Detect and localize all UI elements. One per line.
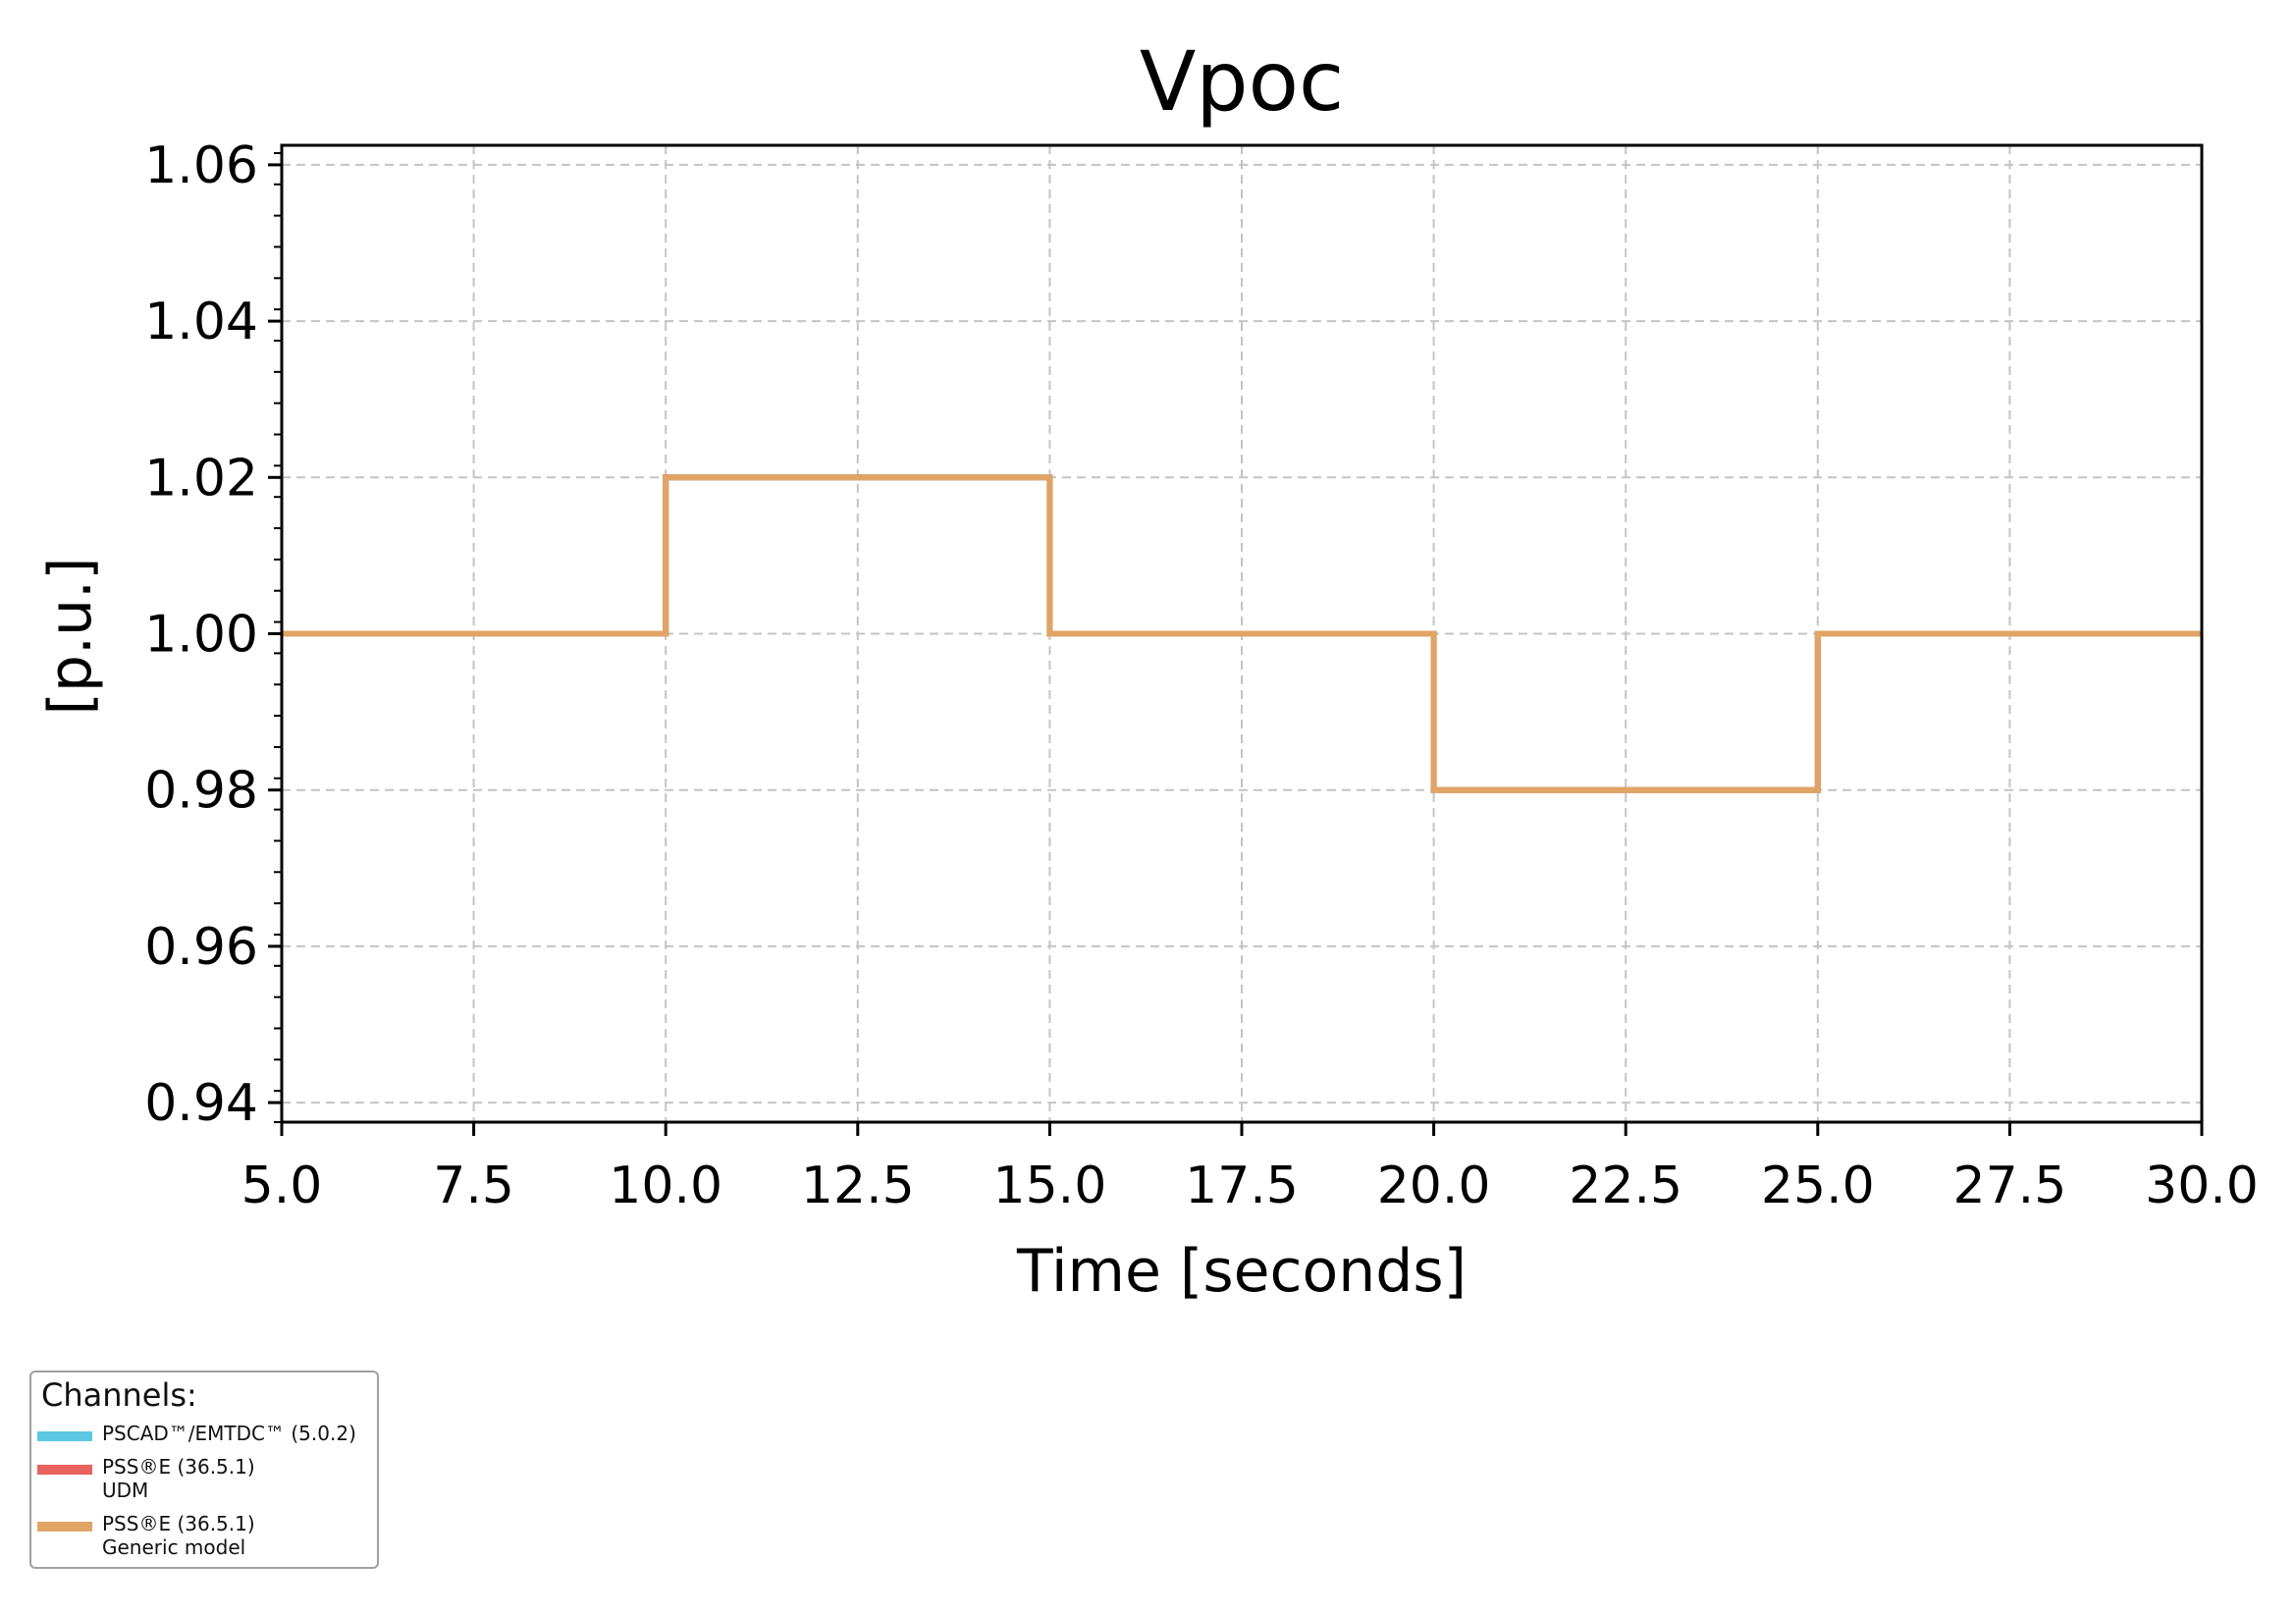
y-tick-label: 1.02 — [144, 449, 258, 508]
y-tick-label: 0.98 — [144, 762, 258, 821]
legend-label: PSS®E (36.5.1) Generic model — [102, 1512, 255, 1559]
y-tick-label: 1.04 — [144, 293, 258, 351]
x-tick-label: 25.0 — [1761, 1157, 1875, 1215]
y-tick-label: 0.96 — [144, 918, 258, 977]
legend-entry: PSS®E (36.5.1) UDM — [37, 1455, 255, 1502]
x-tick-label: 22.5 — [1569, 1157, 1682, 1215]
legend-swatch — [37, 1522, 92, 1532]
x-tick-label: 30.0 — [2145, 1157, 2259, 1215]
legend-entry: PSCAD™/EMTDC™ (5.0.2) — [37, 1422, 356, 1445]
legend-swatch — [37, 1431, 92, 1441]
x-tick-label: 7.5 — [433, 1157, 514, 1215]
y-tick-label: 1.06 — [144, 136, 258, 195]
y-tick-label: 1.00 — [144, 606, 258, 665]
x-tick-label: 27.5 — [1953, 1157, 2067, 1215]
x-tick-label: 10.0 — [609, 1157, 722, 1215]
tick-layer: 5.0 7.5 10.0 12.5 15.0 17.5 20.0 22.5 25.0 27.5 30… — [144, 136, 2259, 1215]
y-tick-label: 0.94 — [144, 1074, 258, 1133]
series-line — [282, 474, 2202, 793]
y-axis-label: [p.u.] — [36, 557, 105, 715]
series-layer — [282, 474, 2202, 793]
x-tick-label: 12.5 — [801, 1157, 915, 1215]
legend-title: Channels: — [41, 1376, 197, 1414]
legend-swatch — [37, 1465, 92, 1475]
chart-title: Vpoc — [1140, 33, 1344, 130]
legend-label: PSS®E (36.5.1) UDM — [102, 1455, 255, 1502]
x-axis-label: Time [seconds] — [1016, 1237, 1467, 1306]
legend-entry: PSS®E (36.5.1) Generic model — [37, 1512, 255, 1559]
x-tick-label: 5.0 — [241, 1157, 323, 1215]
legend-label: PSCAD™/EMTDC™ (5.0.2) — [102, 1422, 356, 1445]
x-tick-label: 20.0 — [1377, 1157, 1491, 1215]
legend: Channels: PSCAD™/EMTDC™ (5.0.2) PSS®E (36… — [29, 1371, 379, 1569]
x-tick-label: 17.5 — [1185, 1157, 1299, 1215]
x-tick-label: 15.0 — [993, 1157, 1107, 1215]
